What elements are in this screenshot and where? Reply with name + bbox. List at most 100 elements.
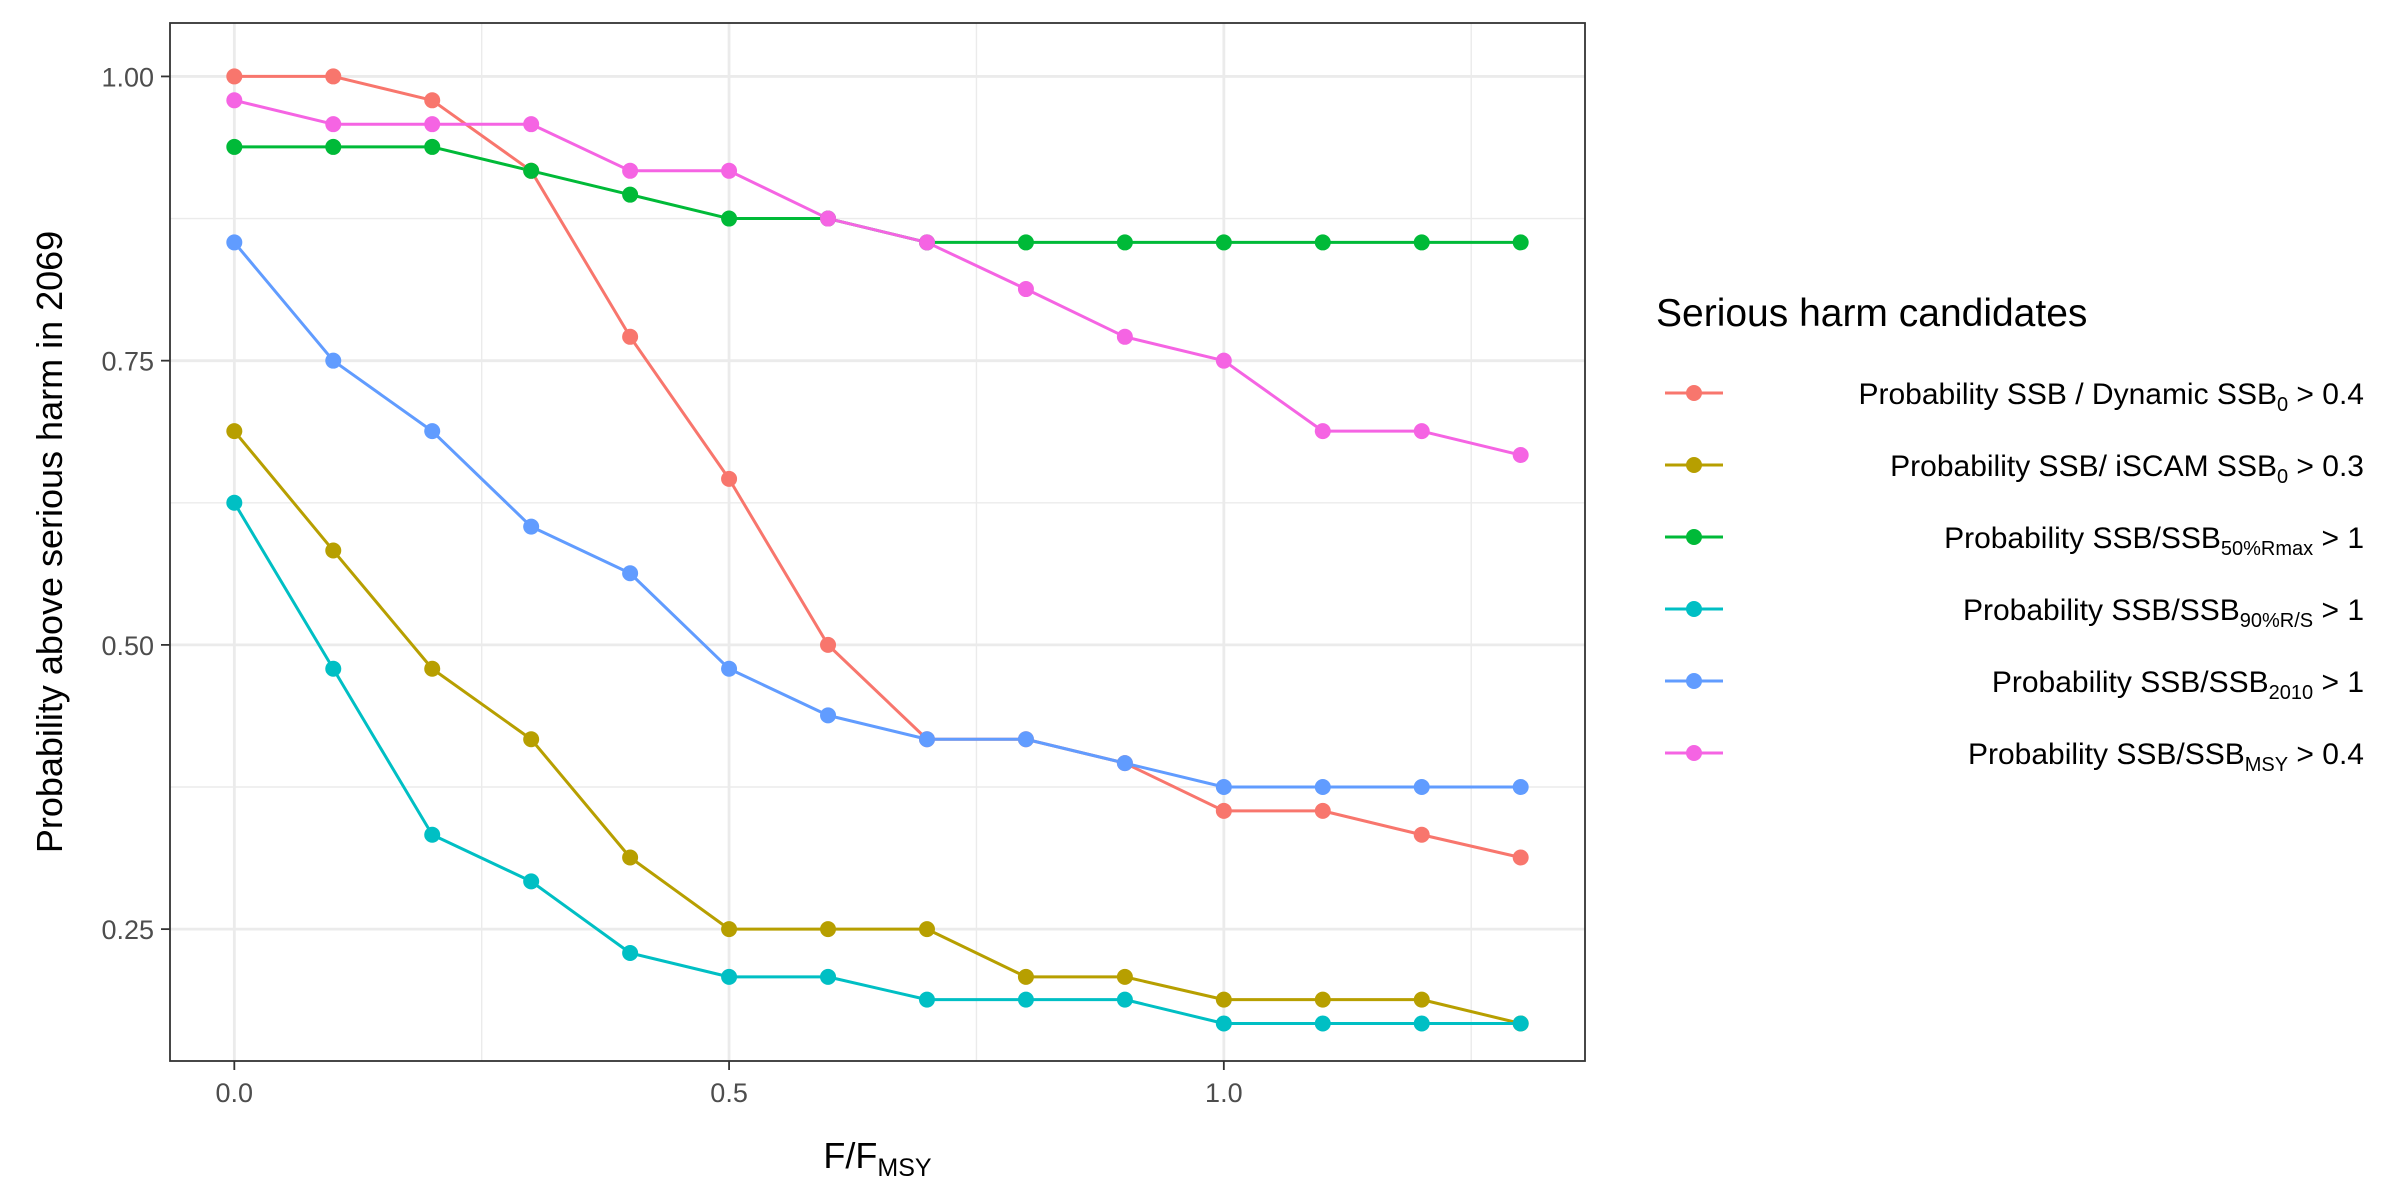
series-4-point	[424, 826, 441, 843]
legend-label-subscript: 0	[2277, 466, 2288, 488]
legend: Serious harm candidates Probability SSB /…	[1656, 292, 2364, 776]
series-4-point	[721, 968, 738, 985]
legend-label-subscript: 0	[2277, 394, 2288, 416]
series-2-point	[622, 849, 639, 866]
series-5-point	[325, 352, 342, 369]
legend-key-point	[1686, 745, 1702, 761]
legend-title: Serious harm candidates	[1656, 292, 2087, 335]
legend-label: Probability SSB/SSB50%Rmax > 1	[1944, 522, 2364, 560]
series-4-point	[1314, 1015, 1331, 1032]
legend-label-part: Probability SSB / Dynamic SSB	[1858, 378, 2277, 411]
legend-label-part: > 0.4	[2288, 378, 2364, 411]
series-4-point	[1017, 991, 1034, 1008]
series-6-point	[523, 116, 540, 133]
series-2-point	[918, 921, 935, 938]
series-6-point	[1314, 423, 1331, 440]
series-4-point	[226, 494, 243, 511]
legend-label-part: > 0.4	[2288, 738, 2364, 771]
series-3-point	[1116, 234, 1133, 251]
y-tick-label: 0.25	[101, 915, 154, 945]
series-4-point	[325, 660, 342, 677]
series-1-point	[820, 636, 837, 653]
series-2-point	[523, 731, 540, 748]
series-6-point	[325, 116, 342, 133]
series-lines	[233, 74, 1522, 1025]
series-6-point	[918, 234, 935, 251]
series-5-point	[721, 660, 738, 677]
series-1-point	[721, 470, 738, 487]
series-5-point	[1413, 779, 1430, 796]
series-3-point	[1413, 234, 1430, 251]
x-axis-title: F/FMSY	[823, 1135, 931, 1182]
legend-label-subscript: 50%Rmax	[2221, 538, 2313, 560]
series-6-point	[1512, 447, 1529, 464]
series-1-point	[325, 68, 342, 85]
series-2-point	[721, 921, 738, 938]
x-tick-label: 1.0	[1205, 1078, 1243, 1108]
series-1-point	[226, 68, 243, 85]
series-4-point	[820, 968, 837, 985]
legend-item: Probability SSB / Dynamic SSB0 > 0.4	[1665, 378, 2364, 416]
legend-item: Probability SSB/SSB90%R/S > 1	[1665, 594, 2364, 632]
series-5-point	[1017, 731, 1034, 748]
legend-label-part: Probability SSB/SSB	[1992, 666, 2269, 699]
x-tick-label: 0.5	[710, 1078, 748, 1108]
series-6-point	[820, 210, 837, 227]
series-4-point	[1116, 991, 1133, 1008]
series-6-point	[424, 116, 441, 133]
legend-label-part: > 0.3	[2288, 450, 2364, 483]
series-4-point	[523, 873, 540, 890]
plot-panel	[170, 23, 1585, 1061]
legend-label: Probability SSB/ iSCAM SSB0 > 0.3	[1890, 450, 2364, 488]
x-axis-title-subscript: MSY	[877, 1154, 932, 1182]
series-5-point	[1116, 755, 1133, 772]
legend-key-point	[1686, 601, 1702, 617]
series-line-2	[233, 430, 1522, 1025]
series-3-point	[226, 138, 243, 155]
series-4-point	[1413, 1015, 1430, 1032]
grid-lines	[170, 23, 1585, 1061]
legend-label: Probability SSB / Dynamic SSB0 > 0.4	[1858, 378, 2364, 416]
series-2-point	[1017, 968, 1034, 985]
series-1-point	[1215, 802, 1232, 819]
series-5-point	[523, 518, 540, 535]
series-4-point	[1215, 1015, 1232, 1032]
legend-label-part: > 1	[2313, 522, 2364, 555]
series-2-point	[1314, 991, 1331, 1008]
series-line-4	[233, 502, 1521, 1025]
series-3-point	[523, 162, 540, 179]
series-3-point	[622, 186, 639, 203]
series-1-point	[424, 92, 441, 109]
series-3-point	[325, 138, 342, 155]
legend-key-point	[1686, 385, 1702, 401]
series-5-point	[1512, 779, 1529, 796]
legend-item: Probability SSB/ iSCAM SSB0 > 0.3	[1665, 450, 2364, 488]
legend-key-point	[1686, 457, 1702, 473]
series-6-point	[622, 162, 639, 179]
y-tick-label: 1.00	[101, 62, 154, 92]
panel-background	[170, 23, 1585, 1061]
series-2-point	[226, 423, 243, 440]
y-tick-label: 0.50	[101, 631, 154, 661]
series-3-point	[1215, 234, 1232, 251]
series-5-point	[424, 423, 441, 440]
legend-label-part: Probability SSB/ iSCAM SSB	[1890, 450, 2277, 483]
legend-label-subscript: 2010	[2269, 682, 2314, 704]
legend-label: Probability SSB/SSB90%R/S > 1	[1963, 594, 2364, 632]
x-axis-title-main: F/F	[823, 1135, 877, 1176]
series-4-point	[622, 944, 639, 961]
series-line-5	[233, 241, 1521, 789]
legend-label-part: Probability SSB/SSB	[1963, 594, 2240, 627]
series-4-point	[1512, 1015, 1529, 1032]
series-2-point	[1413, 991, 1430, 1008]
series-line-1	[234, 74, 1522, 859]
series-2-point	[424, 660, 441, 677]
legend-label: Probability SSB/SSBMSY > 0.4	[1968, 738, 2364, 776]
series-2-point	[1116, 968, 1133, 985]
series-1-point	[1512, 849, 1529, 866]
x-tick-label: 0.0	[216, 1078, 254, 1108]
series-line-6	[233, 98, 1522, 457]
series-1-point	[1314, 802, 1331, 819]
legend-key-point	[1686, 673, 1702, 689]
